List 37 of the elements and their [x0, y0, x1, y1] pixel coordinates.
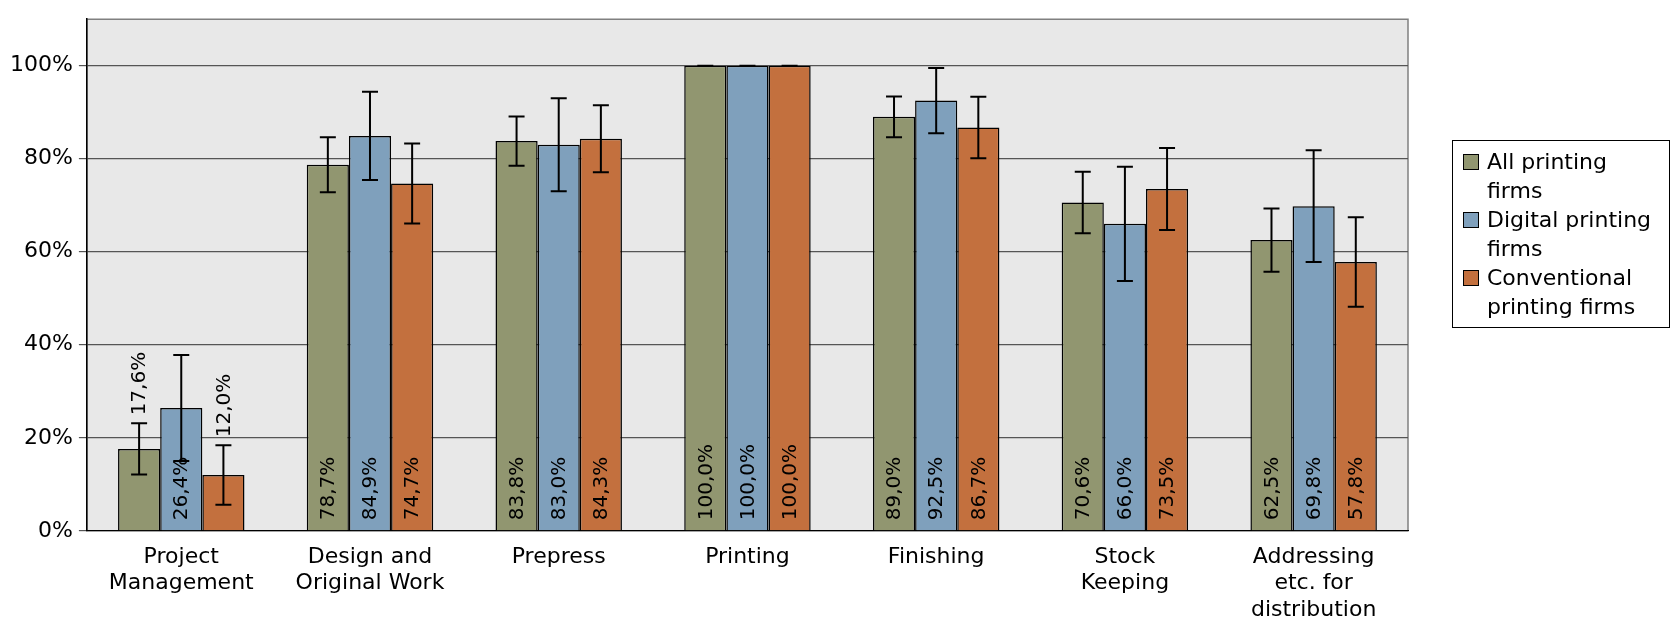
data-label: 66,0% — [1112, 456, 1137, 521]
data-label: 70,6% — [1069, 456, 1094, 521]
data-label: 74,7% — [399, 456, 424, 521]
x-tick-label: Design and Original Work — [295, 542, 445, 595]
data-label: 84,9% — [357, 456, 382, 521]
data-label: 100,0% — [776, 443, 801, 521]
y-tick-label: 0% — [37, 516, 73, 542]
data-label: 12,0% — [210, 373, 235, 438]
data-label: 69,8% — [1300, 456, 1325, 521]
data-label: 100,0% — [734, 443, 759, 521]
x-tick-label: Prepress — [511, 542, 606, 568]
data-label: 92,5% — [923, 456, 948, 521]
x-tick-label: Addressing etc. for distribution — [1250, 542, 1377, 621]
x-tick-label: Finishing — [887, 542, 985, 568]
data-label: 89,0% — [881, 456, 906, 521]
x-tick-label: Project Management — [108, 542, 255, 595]
data-label: 86,7% — [965, 456, 990, 521]
y-tick-label: 40% — [23, 330, 73, 356]
y-tick-label: 100% — [9, 51, 73, 77]
data-label: 17,6% — [126, 351, 151, 416]
data-label: 100,0% — [692, 443, 717, 521]
y-tick-label: 20% — [23, 423, 73, 449]
data-label: 83,8% — [503, 456, 528, 521]
data-label: 84,3% — [588, 456, 613, 521]
x-tick-label: Printing — [705, 542, 790, 568]
data-label: 83,0% — [545, 456, 570, 521]
legend-label: Digital printing firms — [1487, 206, 1653, 263]
x-tick-label: Stock Keeping — [1080, 542, 1170, 595]
y-tick-label: 80% — [23, 144, 73, 170]
legend-label: Conventional printing firms — [1487, 264, 1637, 321]
data-label: 78,7% — [315, 456, 340, 521]
legend-label: All printing firms — [1487, 148, 1608, 205]
y-tick-label: 60% — [23, 237, 73, 263]
data-label: 57,8% — [1342, 456, 1367, 521]
data-label: 73,5% — [1154, 456, 1179, 521]
data-label: 26,4% — [168, 456, 193, 521]
data-label: 62,5% — [1258, 456, 1283, 521]
